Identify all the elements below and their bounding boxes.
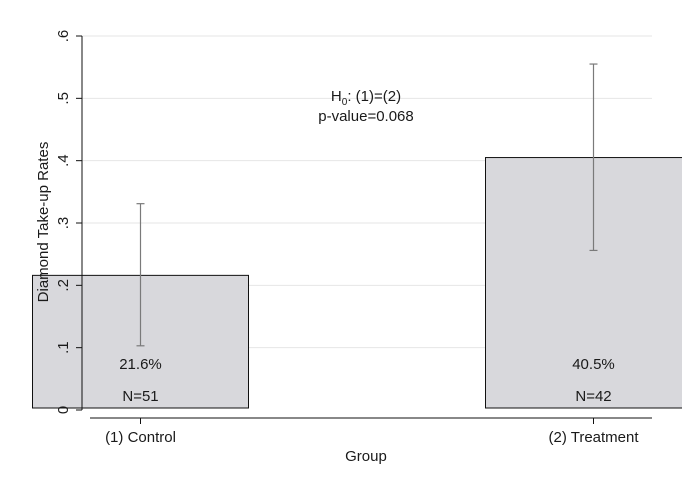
y-axis: 0 .1 .2 .3 .4 .5 .6: [55, 30, 83, 414]
hypothesis-h: H: [331, 88, 342, 105]
y-tick-label: 0: [55, 406, 72, 414]
x-axis: (1) Control (2) Treatment: [90, 417, 652, 446]
y-tick-label: .1: [55, 341, 72, 354]
y-tick-label: .6: [55, 30, 72, 43]
n-label: N=51: [122, 388, 158, 405]
x-axis-title: Group: [345, 448, 387, 465]
value-label: 21.6%: [119, 356, 162, 373]
error-bars: [136, 63, 598, 347]
value-label: 40.5%: [572, 356, 615, 373]
y-tick-label: .3: [55, 217, 72, 230]
hypothesis-subscript: 0: [342, 97, 348, 108]
hypothesis-annotation: H0: (1)=(2): [331, 88, 401, 108]
x-tick-label: (2) Treatment: [548, 429, 639, 446]
y-axis-title: Diamond Take-up Rates: [35, 142, 52, 303]
hypothesis-text: : (1)=(2): [347, 88, 401, 105]
y-tick-label: .4: [55, 154, 72, 167]
n-label: N=42: [575, 388, 611, 405]
p-value-annotation: p-value=0.068: [318, 108, 414, 125]
y-tick-label: .5: [55, 92, 72, 105]
bar-labels: 21.6% N=51 40.5% N=42: [119, 356, 615, 405]
x-tick-label: (1) Control: [105, 429, 176, 446]
y-tick-label: .2: [55, 279, 72, 292]
